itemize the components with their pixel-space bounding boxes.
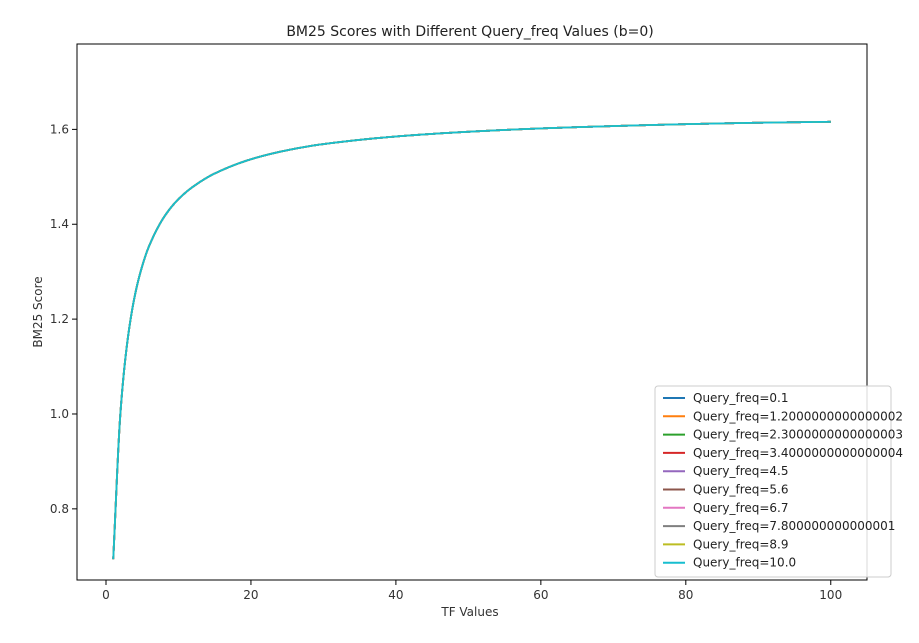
x-tick-label: 20 bbox=[243, 588, 258, 602]
x-axis: 0 20 40 60 80 100 bbox=[102, 580, 842, 602]
chart-title: BM25 Scores with Different Query_freq Va… bbox=[286, 24, 653, 40]
series-layer bbox=[112, 120, 831, 560]
x-tick-label: 100 bbox=[819, 588, 842, 602]
legend-label: Query_freq=0.1 bbox=[693, 391, 789, 405]
x-tick-label: 40 bbox=[388, 588, 403, 602]
y-tick-label: 1.6 bbox=[50, 122, 69, 136]
legend-box bbox=[654, 385, 892, 578]
x-tick-label: 60 bbox=[533, 588, 548, 602]
legend-label: Query_freq=2.3000000000000003 bbox=[693, 428, 903, 442]
legend-label: Query_freq=3.4000000000000004 bbox=[693, 446, 903, 460]
legend-label: Query_freq=10.0 bbox=[693, 556, 796, 570]
plot-frame bbox=[76, 43, 868, 581]
legend: Query_freq=0.1 Query_freq=1.2000000000000… bbox=[654, 385, 903, 578]
y-axis: 0.8 1.0 1.2 1.4 1.6 bbox=[50, 122, 77, 516]
x-tick-label: 0 bbox=[102, 588, 110, 602]
series-line-10 bbox=[112, 120, 831, 560]
y-axis-label: BM25 Score bbox=[31, 276, 45, 347]
y-tick-label: 1.4 bbox=[50, 217, 69, 231]
y-tick-label: 1.2 bbox=[50, 312, 69, 326]
legend-label: Query_freq=7.800000000000001 bbox=[693, 519, 895, 533]
x-axis-label: TF Values bbox=[440, 605, 498, 619]
y-tick-label: 1.0 bbox=[50, 407, 69, 421]
y-tick-label: 0.8 bbox=[50, 502, 69, 516]
legend-label: Query_freq=8.9 bbox=[693, 537, 789, 551]
legend-label: Query_freq=5.6 bbox=[693, 483, 789, 497]
legend-label: Query_freq=6.7 bbox=[693, 501, 789, 515]
x-tick-label: 80 bbox=[678, 588, 693, 602]
legend-label: Query_freq=4.5 bbox=[693, 464, 789, 478]
legend-label: Query_freq=1.2000000000000002 bbox=[693, 409, 903, 423]
